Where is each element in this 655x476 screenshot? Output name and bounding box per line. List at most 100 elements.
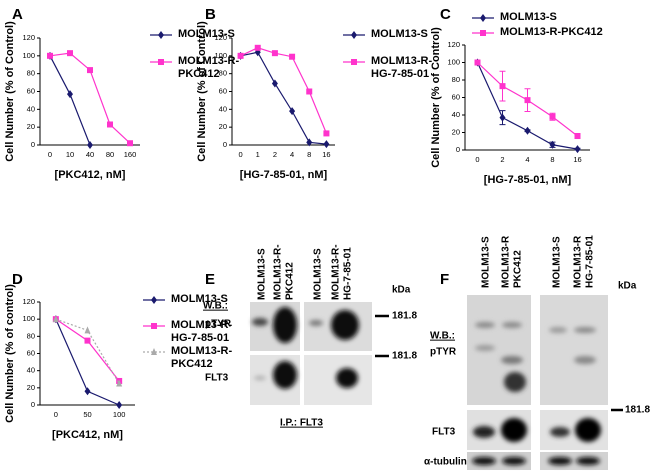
lane-label: MOLM13-R- xyxy=(273,244,284,300)
x-axis-label: [PKC412, nM] xyxy=(55,169,126,181)
point xyxy=(549,140,556,149)
y-tick-label: 80 xyxy=(27,331,35,340)
point xyxy=(499,113,506,122)
point xyxy=(271,79,278,88)
x-tick-label: 100 xyxy=(113,410,126,419)
legend-label: MOLM13-R-HG-7-85-01 xyxy=(171,319,233,344)
legend-marker xyxy=(480,14,486,22)
point xyxy=(52,315,59,323)
y-tick-label: 100 xyxy=(214,51,227,60)
blot xyxy=(467,295,608,470)
kda-label: kDa xyxy=(618,281,637,292)
panel-letter: F xyxy=(440,271,449,288)
y-axis-label: Cell Number (% of Control) xyxy=(196,21,208,162)
y-tick-label: 120 xyxy=(22,297,35,306)
y-tick-label: 0 xyxy=(223,140,227,149)
kda-marker: 181.8 xyxy=(392,311,417,322)
legend-marker xyxy=(151,348,157,355)
series-line xyxy=(49,55,91,146)
y-tick-label: 100 xyxy=(22,314,35,323)
lane-label: MOLM13-S xyxy=(257,248,268,300)
point xyxy=(67,90,73,99)
y-axis-label: Cell Number (% of control) xyxy=(4,284,16,423)
series-line xyxy=(240,47,327,134)
x-tick-label: 2 xyxy=(500,155,504,164)
y-tick-label: 60 xyxy=(27,348,35,357)
x-tick-label: 50 xyxy=(83,410,91,419)
wb-label: W.B.: xyxy=(203,301,228,312)
lane-label: PKC412 xyxy=(285,262,296,300)
legend-marker xyxy=(151,323,157,329)
lane-label: MOLM13-R xyxy=(573,235,584,288)
y-tick-label: 120 xyxy=(214,33,227,42)
panel-letter: B xyxy=(205,6,216,23)
x-tick-label: 40 xyxy=(86,150,94,159)
row-label: pTYR xyxy=(205,319,232,330)
y-tick-label: 120 xyxy=(447,40,460,49)
x-axis-label: [PKC412, nM] xyxy=(52,429,123,441)
y-tick-label: 40 xyxy=(452,110,460,119)
row-label: α-tubulin xyxy=(424,457,467,468)
point xyxy=(306,88,313,95)
x-tick-label: 0 xyxy=(238,150,242,159)
legend-label: MOLM13-S xyxy=(171,293,228,305)
point xyxy=(499,83,506,90)
legend-marker xyxy=(351,59,357,65)
y-tick-label: 100 xyxy=(447,57,460,66)
y-tick-label: 60 xyxy=(219,86,227,95)
y-tick-label: 40 xyxy=(27,366,35,375)
x-tick-label: 160 xyxy=(124,150,137,159)
x-tick-label: 1 xyxy=(256,150,260,159)
y-tick-label: 20 xyxy=(27,383,35,392)
lane-label: HG-7-85-01 xyxy=(585,235,596,288)
y-tick-label: 60 xyxy=(452,92,460,101)
x-tick-label: 80 xyxy=(106,150,114,159)
point xyxy=(289,53,296,60)
kda-label: kDa xyxy=(392,285,411,296)
wb-label: W.B.: xyxy=(430,331,455,342)
point xyxy=(47,52,53,59)
point xyxy=(323,130,330,137)
y-tick-label: 40 xyxy=(27,104,35,113)
x-tick-label: 0 xyxy=(48,150,52,159)
legend-label: MOLM13-R-PKC412 xyxy=(500,26,603,38)
y-tick-label: 20 xyxy=(219,122,227,131)
x-tick-label: 0 xyxy=(475,155,479,164)
point xyxy=(107,121,113,128)
legend-label: MOLM13-R-HG-7-85-01 xyxy=(371,55,433,80)
row-label: FLT3 xyxy=(205,373,229,384)
panel-letter: A xyxy=(12,6,23,23)
y-tick-label: 0 xyxy=(456,145,460,154)
x-axis-label: [HG-7-85-01, nM] xyxy=(484,174,572,186)
y-tick-label: 20 xyxy=(27,122,35,131)
point xyxy=(289,107,296,116)
lane-label: HG-7-85-01 xyxy=(343,247,354,300)
kda-marker: 181.8 xyxy=(625,405,650,416)
legend-marker xyxy=(351,31,357,39)
kda-marker: 181.8 xyxy=(392,351,417,362)
legend-label: MOLM13-R-PKC412 xyxy=(178,55,240,80)
x-tick-label: 4 xyxy=(525,155,529,164)
y-tick-label: 0 xyxy=(31,140,35,149)
y-tick-label: 80 xyxy=(27,69,35,78)
x-tick-label: 0 xyxy=(54,410,58,419)
series-line xyxy=(240,51,327,145)
point xyxy=(574,145,581,154)
point xyxy=(237,52,244,59)
lane-label: MOLM13-S xyxy=(481,236,492,288)
panel-letter: C xyxy=(440,6,451,23)
point xyxy=(84,337,91,344)
x-tick-label: 10 xyxy=(66,150,74,159)
point xyxy=(87,67,93,74)
point xyxy=(524,97,531,104)
series-line xyxy=(49,52,131,144)
lane-label: PKC412 xyxy=(513,250,524,288)
y-tick-label: 120 xyxy=(22,33,35,42)
point xyxy=(574,133,581,139)
panel-letter: D xyxy=(12,271,23,288)
lane-label: MOLM13-S xyxy=(313,248,324,300)
point xyxy=(524,126,531,135)
lane-label: MOLM13-S xyxy=(552,236,563,288)
